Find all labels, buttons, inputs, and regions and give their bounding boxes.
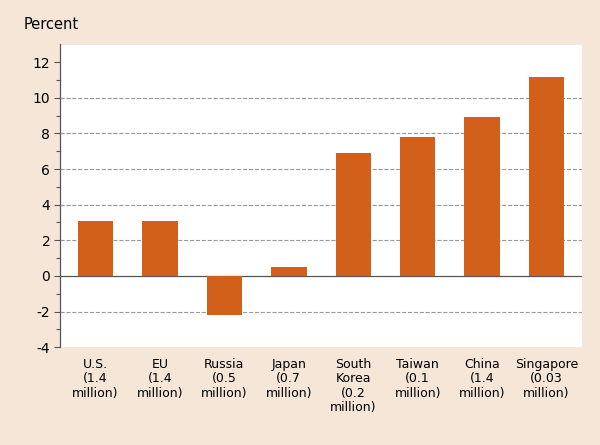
Bar — [271, 267, 307, 276]
Bar — [400, 137, 436, 276]
Bar — [78, 221, 113, 276]
Bar — [206, 276, 242, 315]
Bar — [335, 153, 371, 276]
Bar — [142, 221, 178, 276]
Bar — [464, 117, 500, 276]
Bar — [529, 77, 564, 276]
Text: Percent: Percent — [23, 17, 79, 32]
